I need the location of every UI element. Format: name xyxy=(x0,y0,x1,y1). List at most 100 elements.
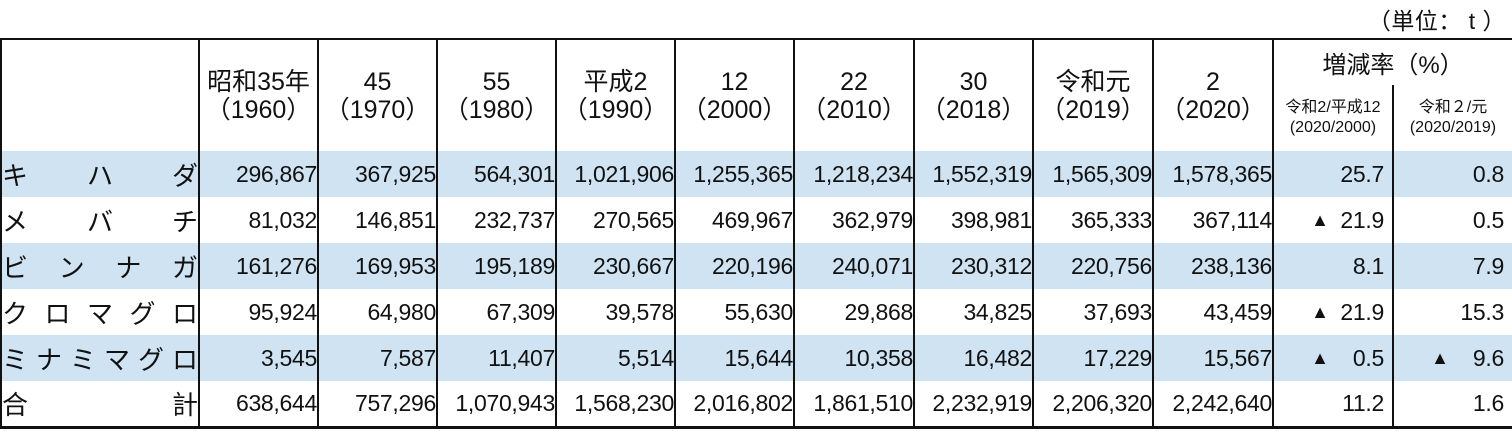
negative-triangle-icon: ▲ xyxy=(1431,348,1449,368)
year-label: （2020） xyxy=(1160,95,1266,124)
col-header-1960: 昭和35年 （1960） xyxy=(198,39,318,151)
value-cell: 230,667 xyxy=(555,243,675,289)
value-cell: 29,868 xyxy=(793,289,914,335)
value-cell: 15,644 xyxy=(674,335,794,381)
row-label: 合計 xyxy=(0,381,199,427)
value-cell: 39,578 xyxy=(555,289,675,335)
row-label: ビンナガ xyxy=(0,243,199,289)
pct-sub-years: (2020/2000) xyxy=(1289,119,1377,136)
value-cell: 161,276 xyxy=(198,243,318,289)
value-cell: 17,229 xyxy=(1032,335,1153,381)
value-cell: 34,825 xyxy=(913,289,1033,335)
value-cell: 10,358 xyxy=(793,335,914,381)
era-label: 令和元 xyxy=(1055,67,1131,96)
col-header-2010: 22 （2010） xyxy=(793,39,914,151)
value-cell: 367,925 xyxy=(317,151,437,197)
value-cell: 757,296 xyxy=(317,381,437,427)
value-cell: 270,565 xyxy=(555,197,675,243)
unit-note: （単位： t ） xyxy=(1367,8,1506,34)
pct-group-header: 増減率（%） xyxy=(1272,39,1512,85)
value-cell: 1,218,234 xyxy=(793,151,914,197)
negative-triangle-icon: ▲ xyxy=(1311,210,1329,230)
table-row-mebachi: メバチ 81,032 146,851 232,737 270,565 469,9… xyxy=(0,197,1512,243)
value-cell: 5,514 xyxy=(555,335,675,381)
table-row-kihada: キハダ 296,867 367,925 564,301 1,021,906 1,… xyxy=(0,151,1512,197)
value-cell: 1,070,943 xyxy=(436,381,556,427)
pct-value: 9.6 xyxy=(1472,344,1504,371)
pct-value: 11.2 xyxy=(1342,389,1384,416)
value-cell: 238,136 xyxy=(1152,243,1273,289)
era-label: 30 xyxy=(959,67,988,96)
value-cell: 469,967 xyxy=(674,197,794,243)
value-cell: 638,644 xyxy=(198,381,318,427)
value-cell: 232,737 xyxy=(436,197,556,243)
row-label: メバチ xyxy=(0,197,199,243)
pct-cell: ▲ 21.9 xyxy=(1272,289,1393,335)
value-cell: 1,861,510 xyxy=(793,381,914,427)
value-cell: 398,981 xyxy=(913,197,1033,243)
year-label: （2010） xyxy=(801,95,907,124)
pct-value: 8.1 xyxy=(1352,252,1384,279)
value-cell: 230,312 xyxy=(913,243,1033,289)
pct-cell: 0.5 xyxy=(1392,197,1512,243)
value-cell: 43,459 xyxy=(1152,289,1273,335)
table-row-goukei: 合計 638,644 757,296 1,070,943 1,568,230 2… xyxy=(0,381,1512,427)
value-cell: 2,016,802 xyxy=(674,381,794,427)
value-cell: 2,242,640 xyxy=(1152,381,1273,427)
pct-value: 7.9 xyxy=(1472,252,1504,279)
value-cell: 16,482 xyxy=(913,335,1033,381)
col-header-1980: 55 （1980） xyxy=(436,39,556,151)
pct-cell: ▲ 0.5 xyxy=(1272,335,1393,381)
value-cell: 220,196 xyxy=(674,243,794,289)
era-label: 55 xyxy=(482,67,511,96)
col-header-2019: 令和元 （2019） xyxy=(1032,39,1153,151)
row-label: クロマグロ xyxy=(0,289,199,335)
era-label: 45 xyxy=(363,67,392,96)
value-cell: 2,206,320 xyxy=(1032,381,1153,427)
value-cell: 1,578,365 xyxy=(1152,151,1273,197)
era-label: 2 xyxy=(1206,67,1220,96)
pct-cell: 15.3 xyxy=(1392,289,1512,335)
value-cell: 195,189 xyxy=(436,243,556,289)
era-label: 平成2 xyxy=(583,67,648,96)
pct-value: 0.5 xyxy=(1352,344,1384,371)
value-cell: 2,232,919 xyxy=(913,381,1033,427)
value-cell: 95,924 xyxy=(198,289,318,335)
value-cell: 67,309 xyxy=(436,289,556,335)
table-row-minamimaguro: ミナミマグロ 3,545 7,587 11,407 5,514 15,644 1… xyxy=(0,335,1512,381)
pct-cell: ▲ 9.6 xyxy=(1392,335,1512,381)
value-cell: 240,071 xyxy=(793,243,914,289)
value-cell: 1,552,319 xyxy=(913,151,1033,197)
value-cell: 11,407 xyxy=(436,335,556,381)
value-cell: 1,255,365 xyxy=(674,151,794,197)
pct-sub-era: 令和２/元 xyxy=(1418,99,1488,116)
year-label: （1960） xyxy=(205,95,312,124)
table-row-kuromaguro: クロマグロ 95,924 64,980 67,309 39,578 55,630… xyxy=(0,289,1512,335)
pct-cell: 0.8 xyxy=(1392,151,1512,197)
era-label: 昭和35年 xyxy=(207,67,310,96)
value-cell: 37,693 xyxy=(1032,289,1153,335)
pct-cell: 25.7 xyxy=(1272,151,1393,197)
row-label: ミナミマグロ xyxy=(0,335,199,381)
year-label: （1990） xyxy=(562,95,669,124)
pct-sub-years: (2020/2019) xyxy=(1409,119,1497,136)
pct-subheader-2020-2019: 令和２/元 (2020/2019) xyxy=(1392,85,1512,151)
col-header-2018: 30 （2018） xyxy=(913,39,1033,151)
pct-value: 21.9 xyxy=(1340,298,1384,325)
value-cell: 1,568,230 xyxy=(555,381,675,427)
corner-cell xyxy=(0,39,199,151)
pct-cell: 8.1 xyxy=(1272,243,1393,289)
year-label: （1970） xyxy=(324,95,431,124)
value-cell: 169,953 xyxy=(317,243,437,289)
row-label: キハダ xyxy=(0,151,199,197)
col-header-1970: 45 （1970） xyxy=(317,39,437,151)
value-cell: 362,979 xyxy=(793,197,914,243)
value-cell: 146,851 xyxy=(317,197,437,243)
negative-triangle-icon: ▲ xyxy=(1311,302,1329,322)
pct-cell: 11.2 xyxy=(1272,381,1393,427)
col-header-1990: 平成2 （1990） xyxy=(555,39,675,151)
pct-cell: 1.6 xyxy=(1392,381,1512,427)
value-cell: 7,587 xyxy=(317,335,437,381)
value-cell: 367,114 xyxy=(1152,197,1273,243)
